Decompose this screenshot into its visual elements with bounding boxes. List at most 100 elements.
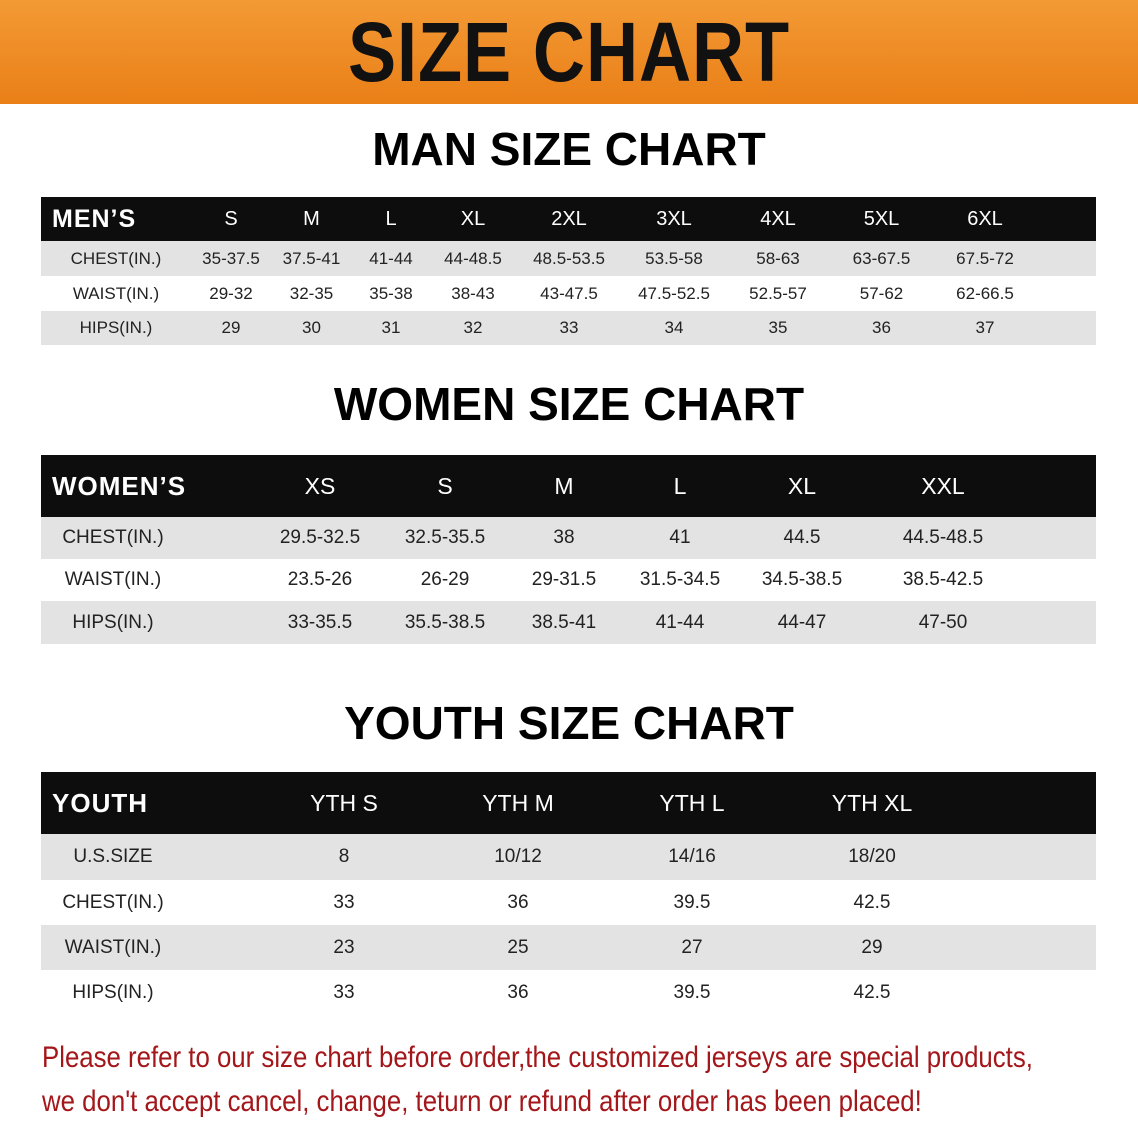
measurement-cell: 48.5-53.5 [533,248,605,268]
size-column-header: XL [460,207,486,230]
size-column-header: M [303,207,320,230]
size-column-header: 3XL [656,207,692,230]
notice-line: we don't accept cancel, change, teturn o… [42,1085,922,1118]
measurement-cell: 57-62 [859,283,904,303]
table-header-row: MEN’S S M L XL 2XL 3XL 4XL 5XL 6XL [41,197,1096,241]
measurement-cell: 36 [507,891,529,913]
table-row: WAIST(IN.) 23.5-26 26-29 29-31.5 31.5-34.5 34… [41,559,1096,601]
measurement-cell: 29 [861,936,883,958]
men-size-table: MEN’S S M L XL 2XL 3XL 4XL 5XL 6XL CHEST(IN.) 35-37… [41,197,1096,345]
row-label: WAIST(IN.) [64,569,162,590]
table-header-label: MEN’S [52,204,137,233]
measurement-cell: 25 [507,936,529,958]
measurement-cell: 36 [507,982,529,1003]
row-label: HIPS(IN.) [79,318,153,337]
measurement-cell: 43-47.5 [540,283,598,303]
measurement-cell: 53.5-58 [645,248,703,268]
size-column-header: YTH M [482,789,554,816]
measurement-cell: 41 [669,527,691,548]
measurement-cell: 29 [221,318,241,337]
measurement-cell: 35-38 [369,283,413,303]
table-row: WAIST(IN.) 29-32 32-35 35-38 38-43 43-47.5 47.… [41,276,1096,311]
row-label: WAIST(IN.) [72,283,160,303]
size-column-header: XXL [921,472,965,499]
measurement-cell: 23.5-26 [287,569,353,590]
measurement-cell: 47.5-52.5 [638,283,710,303]
table-header-row: WOMEN’S XS S M L XL XXL [41,455,1096,517]
measurement-cell: 18/20 [848,846,896,867]
table-header-row: YOUTH YTH S YTH M YTH L YTH XL [41,772,1096,834]
measurement-cell: 36 [872,318,891,337]
row-label: HIPS(IN.) [72,982,154,1003]
size-column-header: 2XL [551,207,587,230]
measurement-cell: 33-35.5 [287,611,353,633]
women-section-title: WOMEN SIZE CHART [333,378,805,430]
size-column-header: 5XL [863,207,900,230]
table-row: U.S.SIZE 8 10/12 14/16 18/20 [41,834,1096,880]
table-row: CHEST(IN.) 29.5-32.5 32.5-35.5 38 41 44.5 44.5… [41,517,1096,559]
table-header-label: YOUTH [52,787,148,818]
size-column-header: M [554,472,574,499]
size-column-header: S [224,207,238,230]
measurement-cell: 33 [559,318,579,337]
measurement-cell: 52.5-57 [749,283,807,303]
measurement-cell: 38 [553,527,575,548]
measurement-cell: 29-32 [209,283,253,303]
measurement-cell: 26-29 [420,569,470,590]
size-column-header: YTH L [659,789,725,816]
measurement-cell: 35 [768,318,788,337]
notice-line: Please refer to our size chart before or… [42,1041,1033,1074]
table-header-label: WOMEN’S [52,470,187,501]
measurement-cell: 31.5-34.5 [639,569,721,590]
size-column-header: L [673,472,687,499]
measurement-cell: 35-37.5 [202,248,260,268]
measurement-cell: 67.5-72 [956,248,1014,268]
measurement-cell: 23 [333,936,355,958]
youth-size-table: YOUTH YTH S YTH M YTH L YTH XL U.S.SIZE 8 10/12… [41,772,1096,1016]
measurement-cell: 32 [463,318,483,337]
measurement-cell: 41-44 [655,611,705,633]
measurement-cell: 42.5 [853,982,891,1003]
measurement-cell: 8 [338,846,350,867]
row-label: CHEST(IN.) [62,527,164,548]
measurement-cell: 29-31.5 [531,569,597,590]
size-column-header: 6XL [967,207,1003,230]
measurement-cell: 33 [333,982,355,1003]
table-row: CHEST(IN.) 35-37.5 37.5-41 41-44 44-48.5 48.5… [41,241,1096,276]
table-row: WAIST(IN.) 23 25 27 29 [41,925,1096,970]
measurement-cell: 37 [975,318,995,337]
measurement-cell: 44-48.5 [444,248,502,268]
size-column-header: L [385,207,397,230]
size-column-header: 4XL [760,207,796,230]
size-column-header: XS [304,472,336,499]
order-notice: Please refer to our size chart before or… [42,1036,1134,1124]
title-banner: SIZE CHART [0,0,1138,104]
measurement-cell: 14/16 [668,846,716,867]
size-column-header: YTH S [310,789,378,816]
measurement-cell: 39.5 [673,982,711,1003]
measurement-cell: 38.5-41 [531,611,597,633]
row-label: CHEST(IN.) [70,248,162,268]
measurement-cell: 32-35 [289,283,334,303]
size-column-header: XL [787,472,817,499]
measurement-cell: 34.5-38.5 [761,569,843,590]
table-row: HIPS(IN.) 33 36 39.5 42.5 [41,970,1096,1016]
size-column-header: S [437,472,453,499]
size-column-header: YTH XL [831,789,913,816]
measurement-cell: 35.5-38.5 [404,611,486,633]
measurement-cell: 29.5-32.5 [279,527,361,548]
measurement-cell: 37.5-41 [282,248,341,268]
measurement-cell: 63-67.5 [852,248,911,268]
measurement-cell: 58-63 [756,248,800,268]
men-section-title: MAN SIZE CHART [372,123,766,175]
measurement-cell: 34 [664,318,684,337]
row-label: WAIST(IN.) [64,936,162,958]
measurement-cell: 33 [333,891,355,913]
measurement-cell: 27 [681,936,703,958]
measurement-cell: 38-43 [451,283,495,303]
measurement-cell: 38.5-42.5 [902,569,984,590]
measurement-cell: 42.5 [853,891,891,913]
table-row: HIPS(IN.) 29 30 31 32 33 34 35 36 37 [41,311,1096,345]
measurement-cell: 41-44 [369,248,413,268]
row-label: U.S.SIZE [73,846,153,867]
